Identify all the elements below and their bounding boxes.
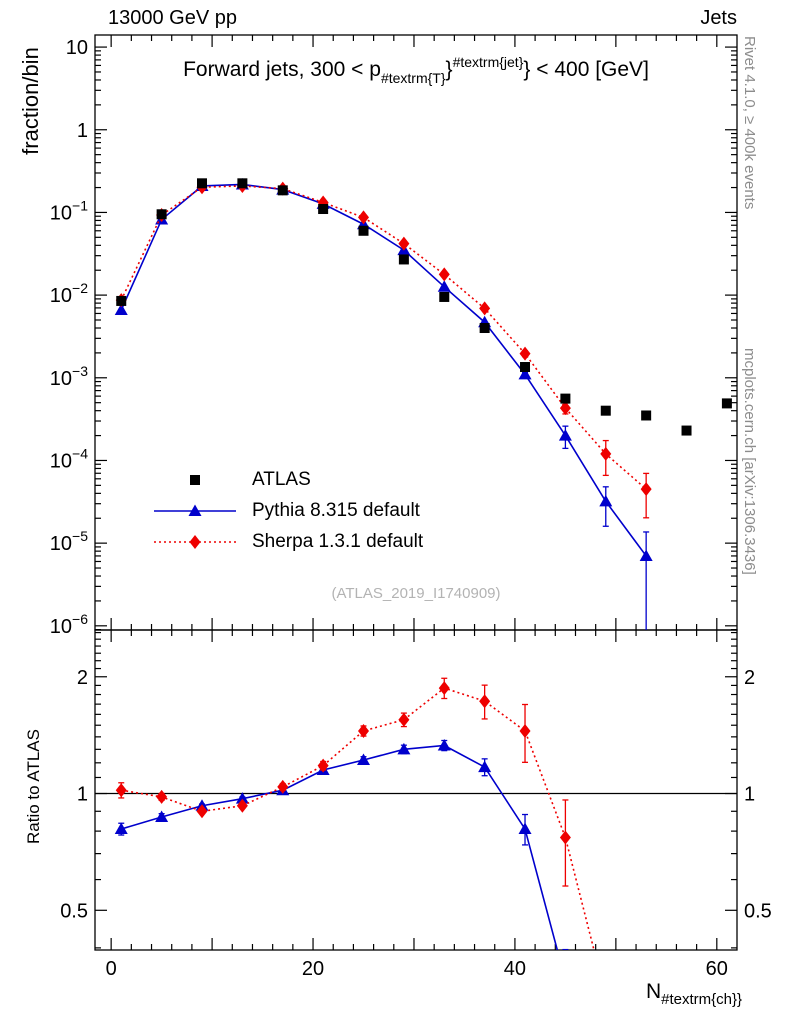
svg-text:40: 40 bbox=[504, 958, 526, 980]
beam-energy-label: 13000 GeV pp bbox=[108, 7, 237, 29]
legend: ATLAS Pythia 8.315 default Sherpa 1.3.1 de… bbox=[150, 464, 423, 557]
x-axis-title: N#textrm{ch}} bbox=[646, 980, 742, 1008]
legend-item-atlas: ATLAS bbox=[150, 464, 423, 495]
svg-text:2: 2 bbox=[77, 667, 88, 689]
legend-label: ATLAS bbox=[252, 468, 311, 490]
legend-item-pythia: Pythia 8.315 default bbox=[150, 495, 423, 526]
svg-text:1: 1 bbox=[77, 784, 88, 806]
mcplots-arxiv-note: mcplots.cern.ch [arXiv:1306.3436] bbox=[741, 348, 758, 575]
legend-label: Pythia 8.315 default bbox=[252, 499, 420, 521]
y-axis-title-ratio: Ratio to ATLAS bbox=[24, 729, 43, 844]
square-marker-icon bbox=[190, 474, 200, 485]
rivet-version-note: Rivet 4.1.0, ≥ 400k events bbox=[741, 36, 758, 210]
svg-text:2: 2 bbox=[744, 667, 755, 689]
svg-text:0.5: 0.5 bbox=[60, 900, 88, 922]
x-axis-title-main: N bbox=[645, 980, 662, 1003]
svg-text:0: 0 bbox=[106, 958, 117, 980]
svg-text:10: 10 bbox=[66, 37, 88, 59]
series-sherpa-ratio bbox=[115, 677, 595, 950]
svg-text:10−4: 10−4 bbox=[50, 445, 88, 472]
title-post: } < 400 [GeV] bbox=[523, 58, 649, 81]
axes bbox=[95, 35, 737, 950]
triangle-marker-icon bbox=[154, 504, 236, 516]
svg-text:10−1: 10−1 bbox=[50, 197, 88, 224]
analysis-id-watermark: (ATLAS_2019_I1740909) bbox=[331, 585, 501, 602]
x-axis-title-sub: #textrm{ch}} bbox=[661, 991, 742, 1008]
legend-item-sherpa: Sherpa 1.3.1 default bbox=[150, 526, 423, 557]
series-atlas-main bbox=[116, 178, 732, 436]
legend-label: Sherpa 1.3.1 default bbox=[252, 530, 424, 552]
ratio-panel-frame bbox=[94, 629, 738, 951]
plot-title: Forward jets, 300 < p#textrm{T}}#textrm{… bbox=[95, 54, 737, 86]
svg-text:10−3: 10−3 bbox=[50, 363, 88, 390]
y-axis-title-main: fraction/bin bbox=[18, 47, 43, 155]
title-sup: #textrm{jet} bbox=[452, 54, 524, 70]
svg-text:0.5: 0.5 bbox=[744, 900, 772, 922]
svg-text:1: 1 bbox=[77, 120, 88, 142]
analysis-group-label: Jets bbox=[700, 7, 737, 29]
svg-text:60: 60 bbox=[706, 958, 728, 980]
svg-text:10−2: 10−2 bbox=[50, 280, 88, 307]
svg-text:20: 20 bbox=[302, 958, 324, 980]
title-pre: Forward jets, 300 < p bbox=[183, 58, 381, 81]
title-mid: } bbox=[445, 58, 453, 81]
title-sub: #textrm{T} bbox=[380, 70, 446, 86]
diamond-marker-icon bbox=[154, 534, 236, 549]
svg-text:10−5: 10−5 bbox=[50, 528, 88, 555]
svg-text:1: 1 bbox=[744, 784, 755, 806]
svg-text:10−6: 10−6 bbox=[50, 611, 88, 638]
tick-labels: 0 20 40 60 10 1 10−1 10−2 10−3 10−4 10−5 10−6 0.5 0.5… bbox=[50, 37, 772, 980]
